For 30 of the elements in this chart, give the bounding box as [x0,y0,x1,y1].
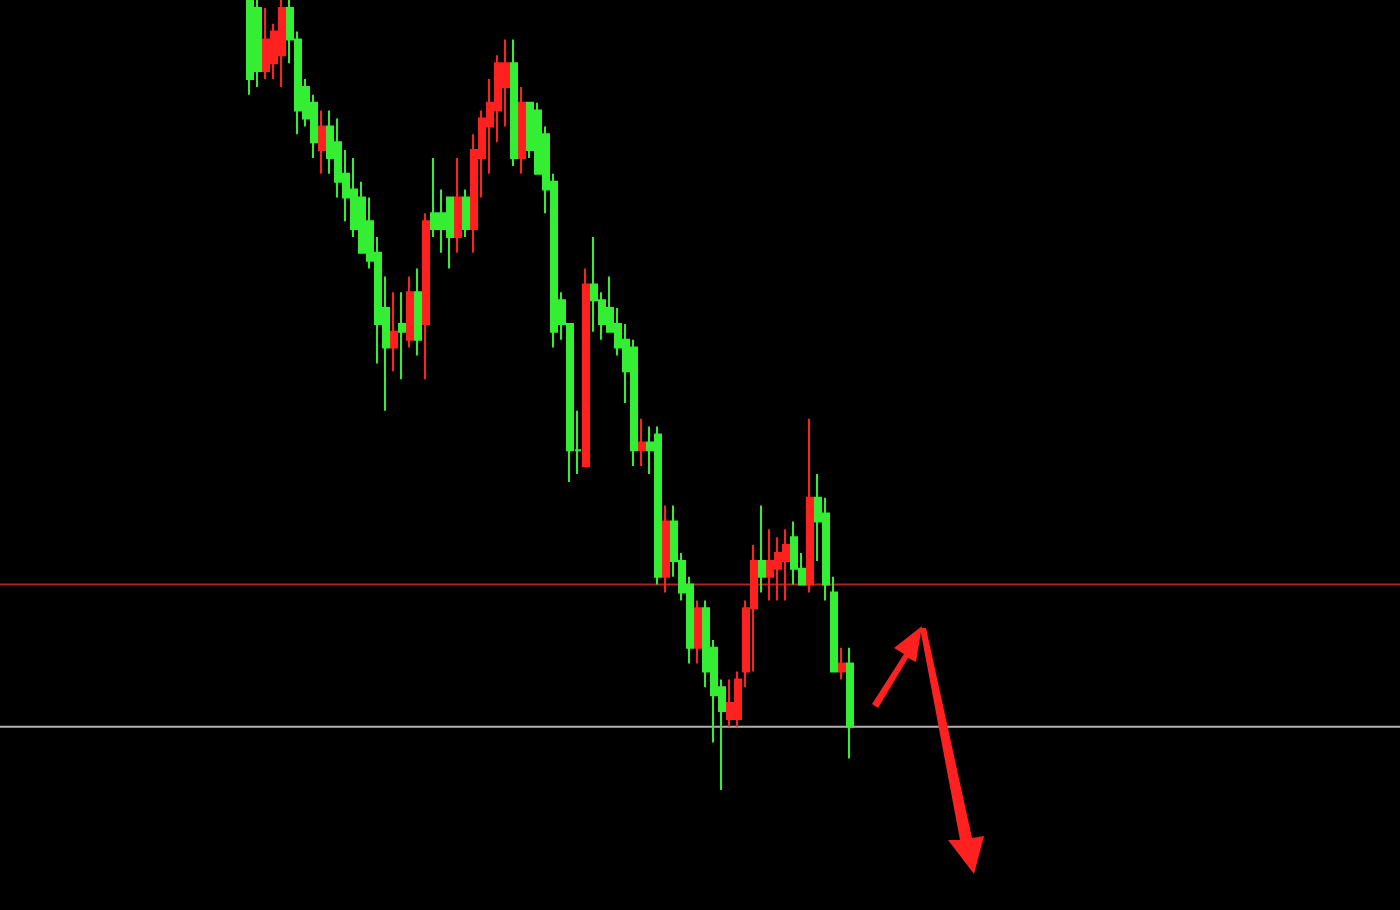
candlestick [662,504,670,594]
candlestick [262,6,270,80]
candlestick [454,157,462,254]
candlestick [726,678,734,728]
candlestick [462,188,470,238]
candlestick [446,196,454,270]
candlestick [782,528,790,602]
candlestick [774,536,782,602]
candlestick [654,425,662,586]
candlestick [246,0,254,96]
candlestick [510,38,518,167]
candlestick [518,85,526,175]
candlestick [758,504,766,594]
candlestick [694,599,702,665]
candlestick [766,528,774,602]
candlestick [838,646,846,681]
candlestick [590,236,598,333]
candlestick [790,520,798,586]
candlestick [414,267,422,357]
candlestick [582,267,590,468]
candlestick [278,0,286,88]
candlestick [806,417,814,594]
candlestick [846,646,854,760]
candlestick [398,291,406,381]
candlestick [318,109,326,175]
candlestick [390,291,398,373]
candlestick [422,212,430,381]
candlestick [406,275,414,349]
candlestick [254,0,262,88]
candlestick [638,417,646,468]
